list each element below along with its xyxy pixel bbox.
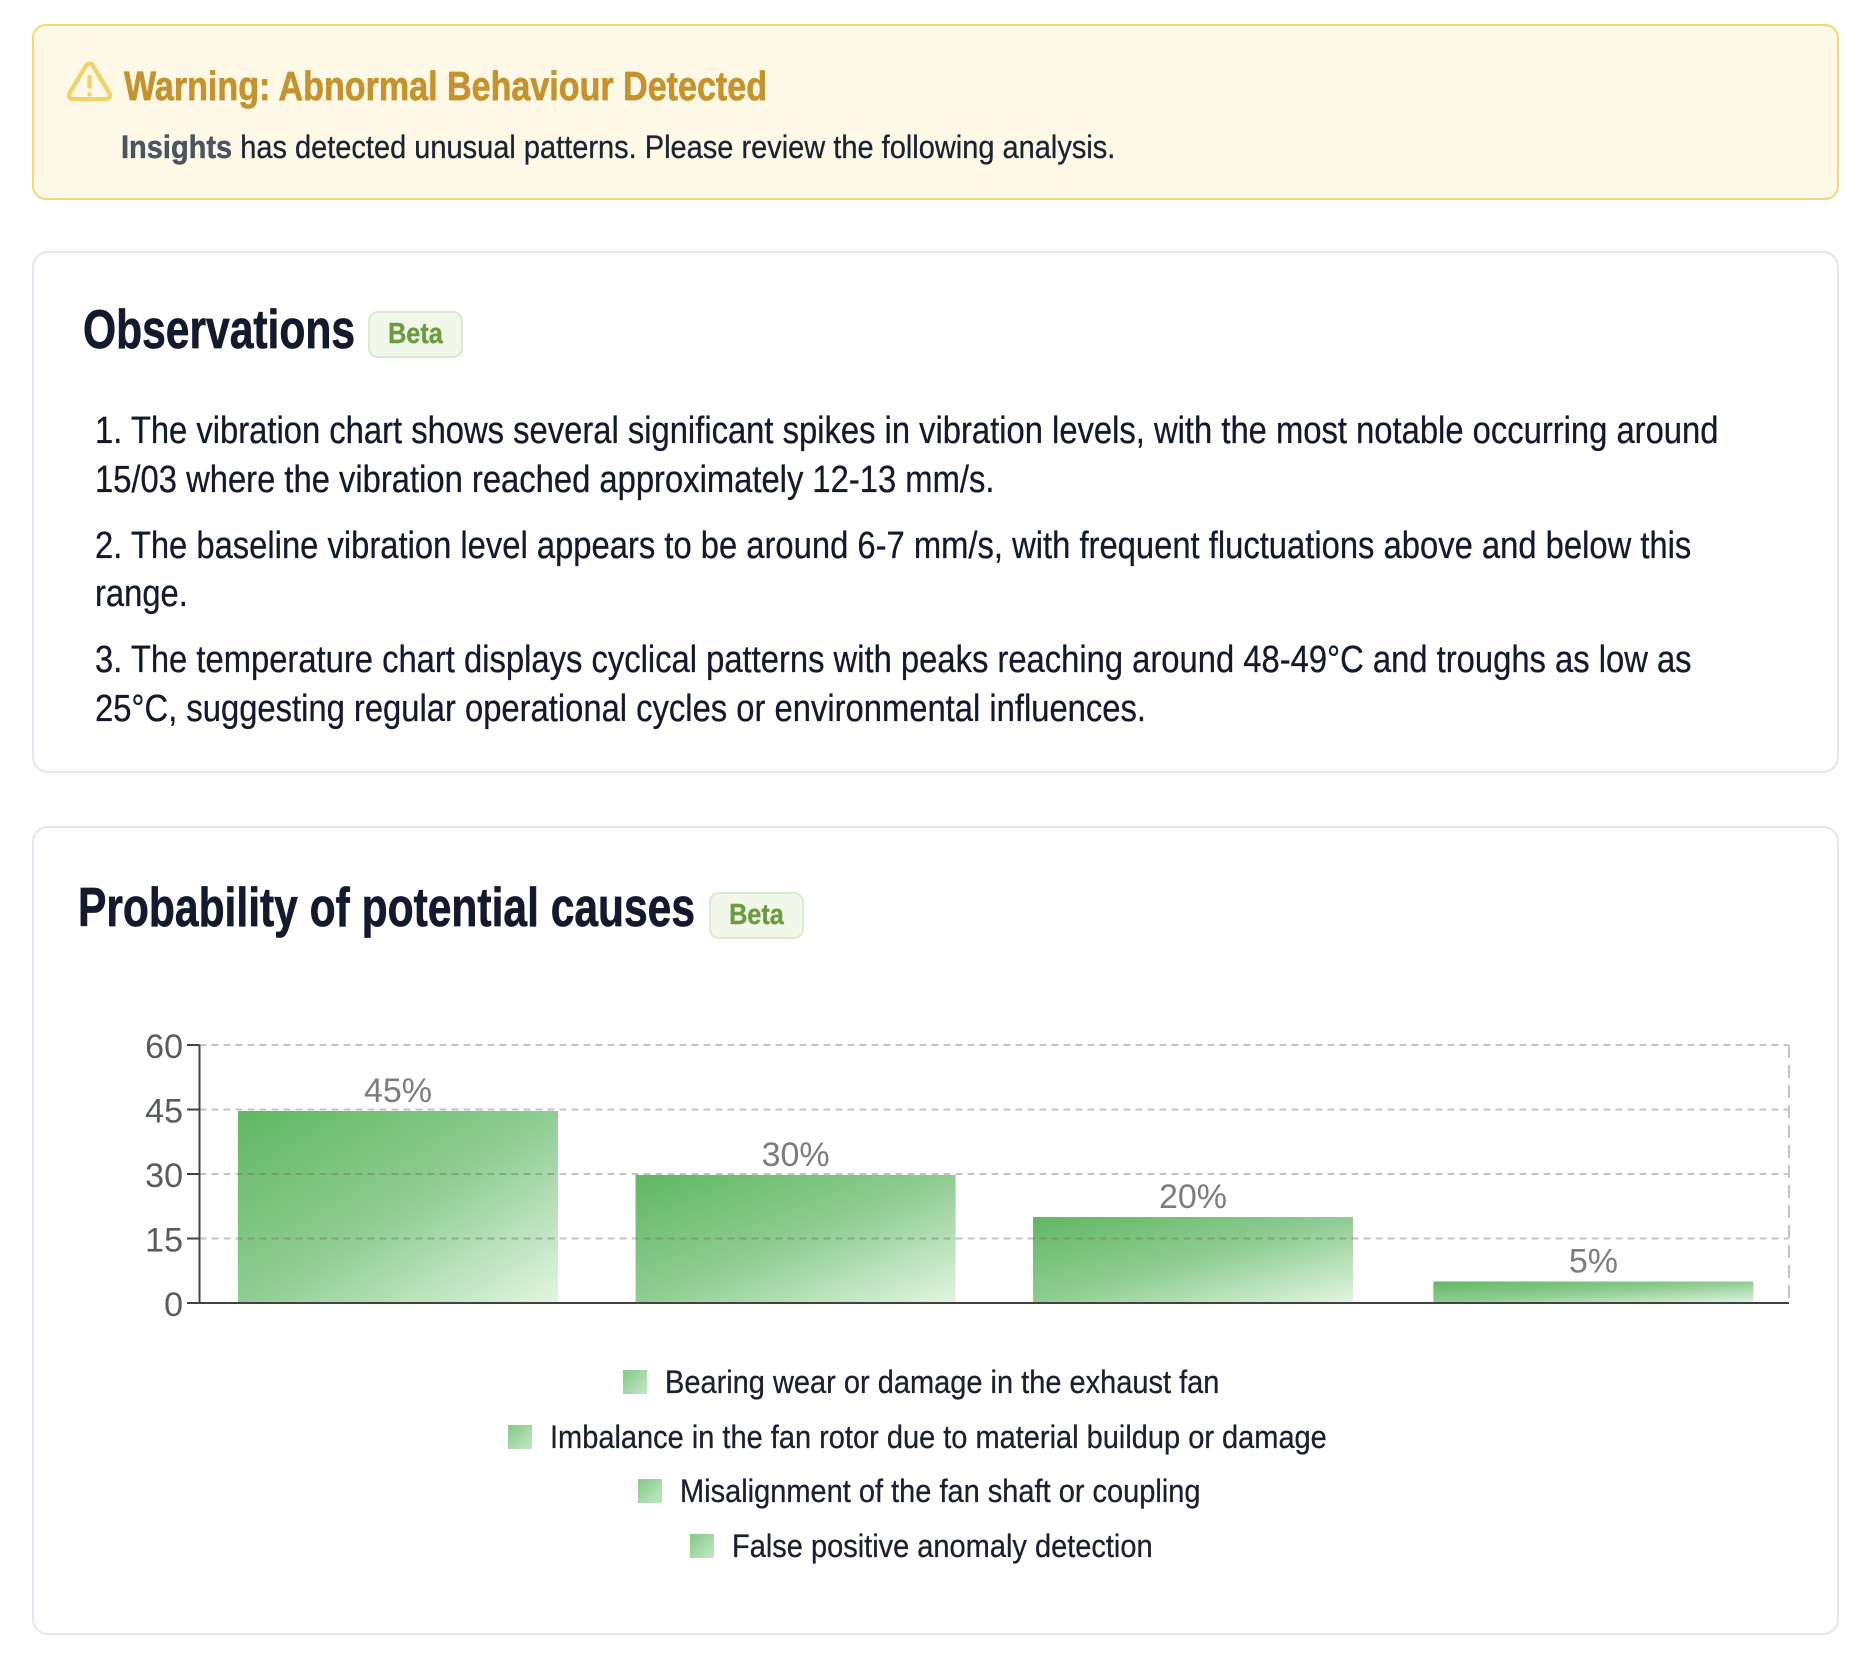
svg-text:5%: 5% (1569, 1243, 1618, 1281)
svg-text:60: 60 (145, 1028, 183, 1066)
svg-text:30%: 30% (762, 1136, 830, 1174)
svg-text:45: 45 (145, 1093, 183, 1131)
svg-text:0: 0 (164, 1286, 183, 1324)
svg-text:45%: 45% (364, 1072, 432, 1110)
svg-text:30: 30 (145, 1157, 183, 1195)
svg-text:15: 15 (145, 1222, 183, 1260)
svg-text:20%: 20% (1159, 1178, 1227, 1216)
